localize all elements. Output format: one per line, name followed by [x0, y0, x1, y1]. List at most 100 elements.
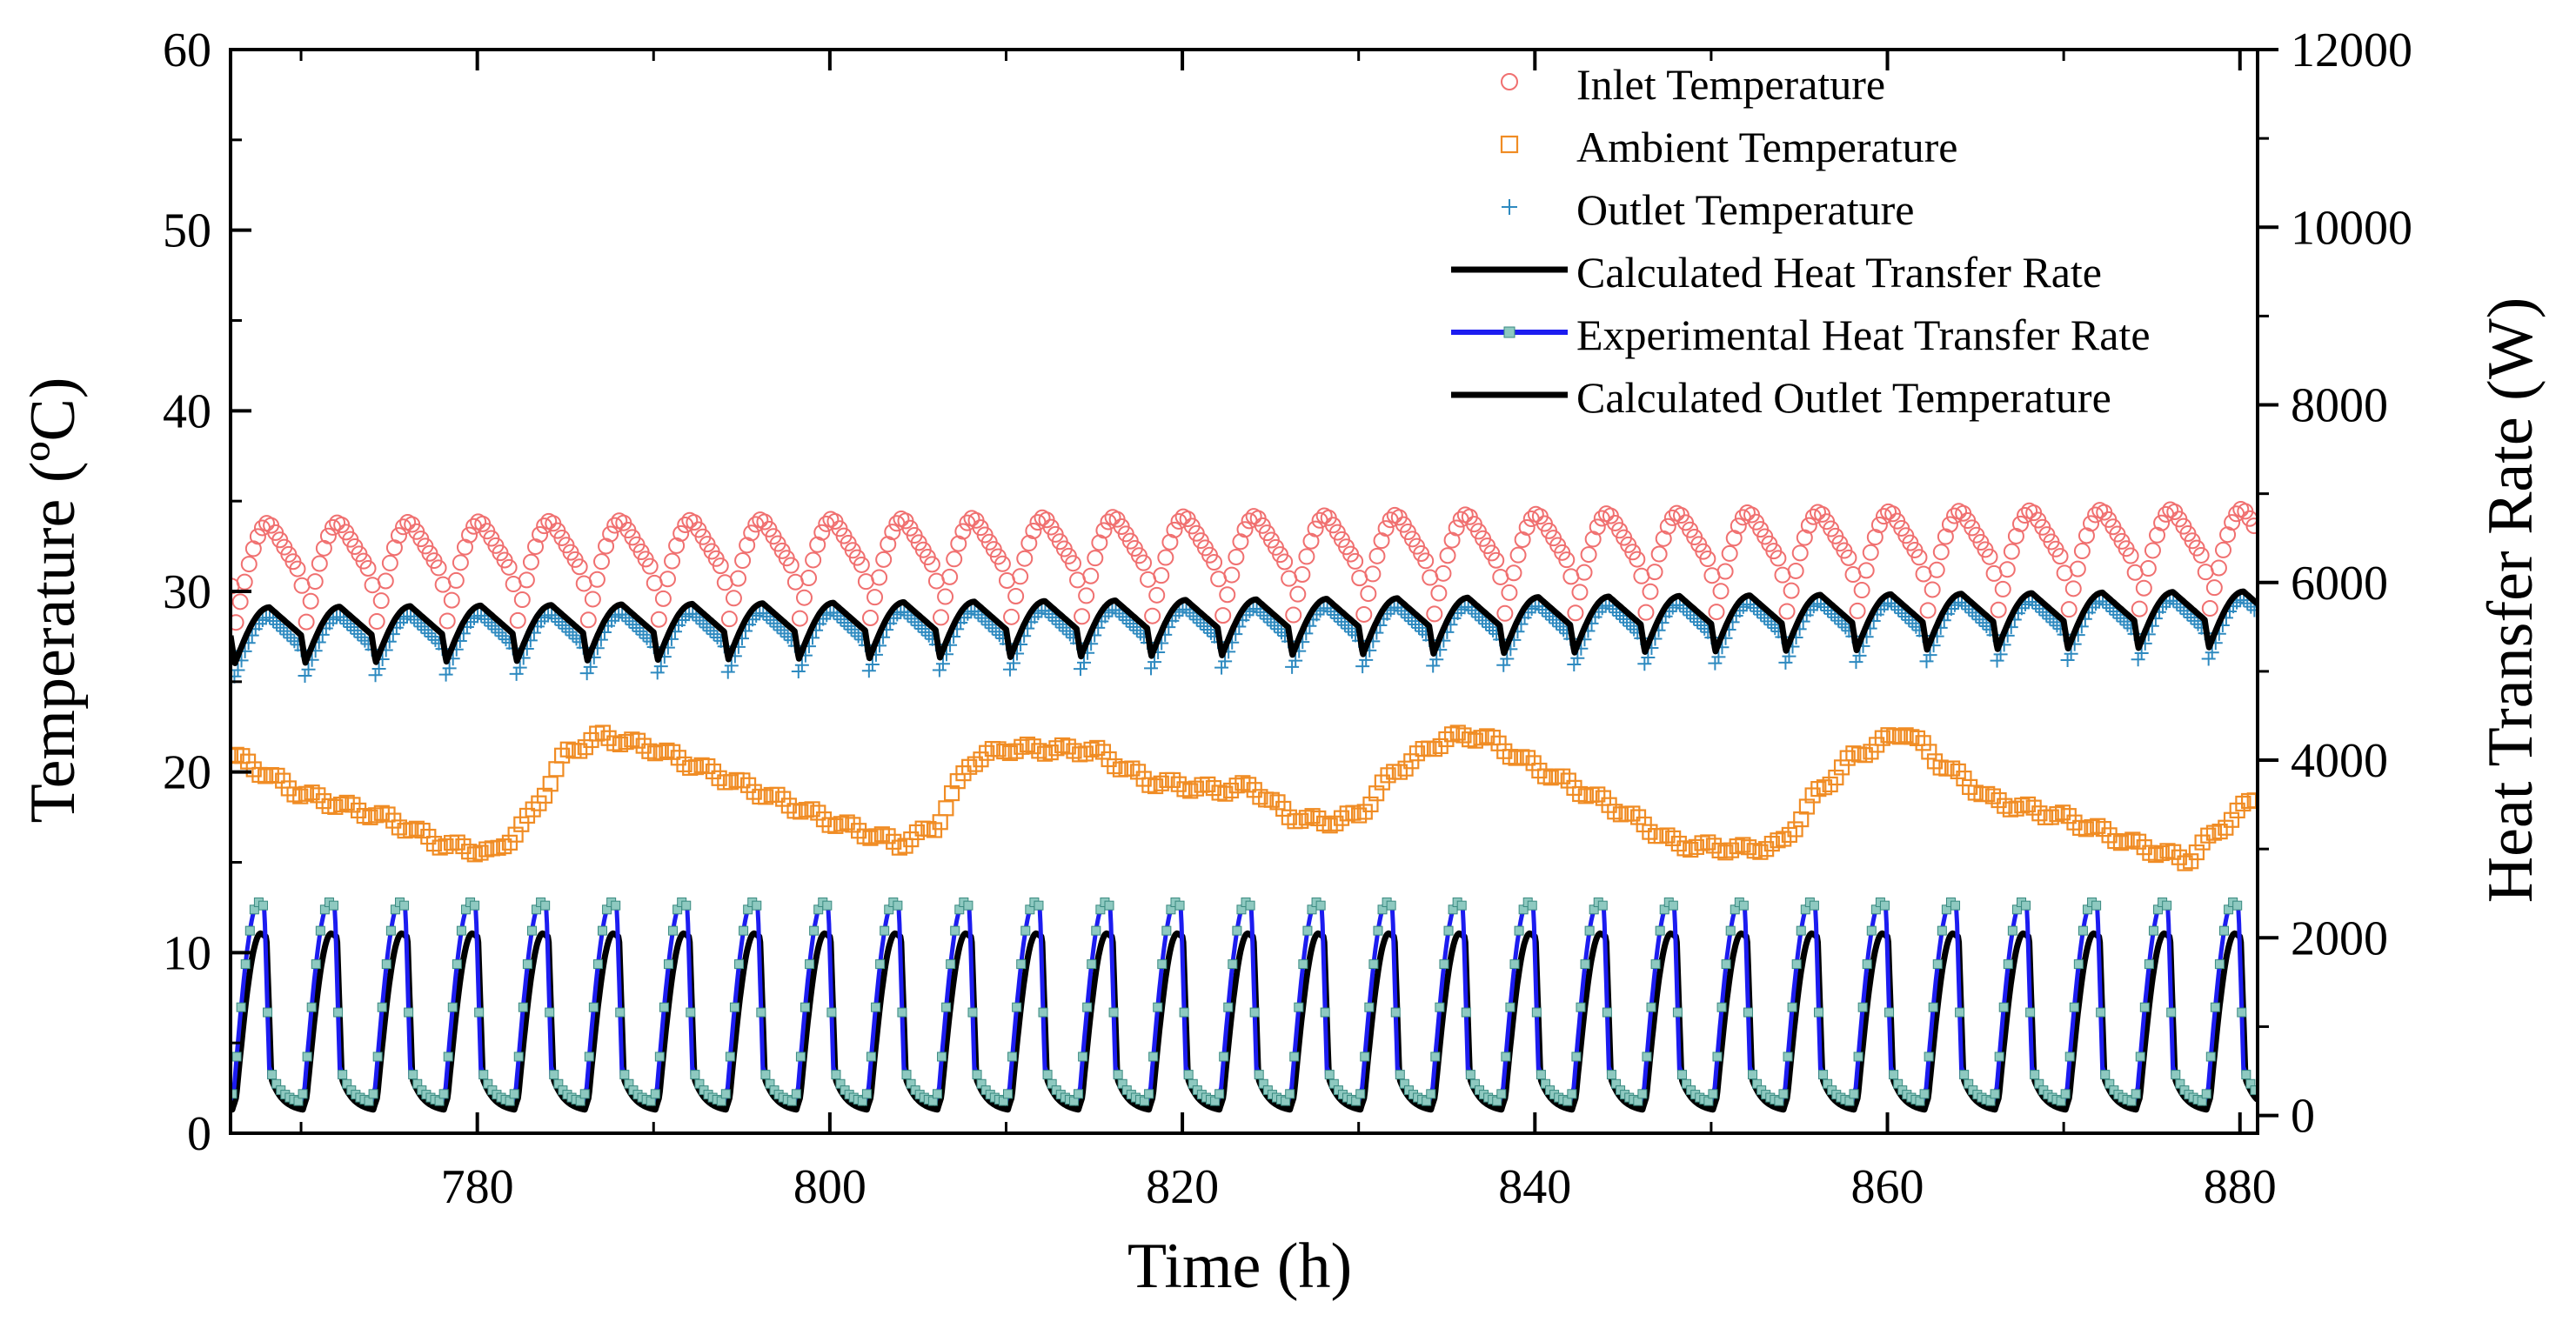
inlet-temperature-point	[2224, 514, 2241, 531]
experimental-heat-transfer-rate-point	[1778, 1089, 1789, 1099]
ambient-temperature-point	[1915, 735, 1931, 751]
legend-symbol-experimental-heat-transfer-rate	[1451, 326, 1568, 338]
ambient-temperature-point	[345, 797, 361, 813]
outlet-temperature-point	[333, 610, 348, 624]
ambient-temperature-point	[1141, 777, 1158, 793]
inlet-temperature-point	[1699, 551, 1716, 568]
experimental-heat-transfer-rate-point	[729, 1002, 739, 1012]
experimental-heat-transfer-rate-point	[333, 1007, 344, 1018]
series-ambient-temperature	[231, 724, 2258, 871]
inlet-temperature-point	[1007, 587, 1025, 604]
outlet-temperature-point	[1764, 617, 1779, 632]
experimental-heat-transfer-rate-point	[1716, 1002, 1727, 1012]
experimental-heat-transfer-rate-point	[381, 959, 391, 970]
x-axis-title: Time (h)	[1127, 1231, 1352, 1302]
outlet-temperature-point	[421, 626, 436, 641]
inlet-temperature-point	[1981, 548, 1998, 565]
outlet-temperature-point	[1612, 609, 1627, 624]
ambient-temperature-point	[425, 836, 443, 852]
ambient-temperature-point	[1054, 737, 1071, 754]
outlet-temperature-point	[411, 616, 425, 631]
ambient-temperature-point	[1048, 740, 1065, 757]
inlet-temperature-point	[1377, 520, 1395, 537]
legend-symbol-ambient-temperature	[1500, 135, 1519, 154]
outlet-temperature-point	[1112, 606, 1127, 621]
inlet-temperature-point	[1642, 583, 1659, 600]
inlet-temperature-point	[725, 590, 742, 607]
outlet-temperature-point	[1849, 655, 1863, 670]
outlet-temperature-point	[2244, 599, 2258, 614]
inlet-temperature-point	[1558, 551, 1576, 569]
outlet-temperature-point	[2184, 611, 2198, 625]
experimental-heat-transfer-rate-point	[1783, 1051, 1793, 1062]
ambient-temperature-point	[1752, 844, 1769, 860]
ambient-temperature-point	[2142, 844, 2158, 861]
experimental-heat-transfer-rate-point	[831, 1070, 841, 1080]
outlet-temperature-point	[1359, 652, 1374, 667]
outlet-temperature-point	[686, 606, 700, 621]
ambient-temperature-point	[292, 788, 309, 804]
experimental-heat-transfer-rate-point	[1368, 959, 1379, 970]
experimental-heat-transfer-rate-point	[311, 959, 321, 970]
inlet-temperature-point	[937, 588, 954, 605]
calculated-outlet-temperature-line	[231, 588, 2258, 666]
inlet-temperature-point	[1426, 605, 1443, 623]
y-right-tick-label: 8000	[2291, 379, 2388, 433]
ambient-temperature-point	[269, 767, 285, 784]
ambient-temperature-point	[513, 816, 530, 832]
outlet-temperature-point	[1471, 610, 1486, 624]
outlet-temperature-point	[2177, 604, 2191, 618]
experimental-heat-transfer-rate-point	[1113, 1070, 1123, 1080]
experimental-heat-transfer-rate-point	[258, 900, 268, 911]
outlet-temperature-point	[1891, 603, 1906, 617]
experimental-heat-transfer-rate-point	[2100, 1070, 2111, 1080]
experimental-heat-transfer-rate-point	[2148, 925, 2158, 936]
outlet-temperature-point	[1119, 613, 1134, 628]
inlet-temperature-point	[861, 609, 879, 626]
experimental-heat-transfer-rate-point	[659, 1002, 669, 1012]
ambient-temperature-point	[868, 828, 885, 844]
outlet-temperature-point	[632, 624, 647, 638]
outlet-temperature-point	[414, 619, 429, 634]
ambient-temperature-point	[1252, 789, 1268, 805]
outlet-temperature-point	[1687, 611, 1702, 626]
experimental-heat-transfer-rate-point	[1087, 959, 1097, 970]
ambient-temperature-point	[665, 744, 681, 760]
outlet-temperature-point	[1327, 608, 1342, 623]
outlet-temperature-point	[488, 622, 503, 637]
experimental-heat-transfer-rate-point	[1606, 1070, 1616, 1080]
outlet-temperature-point	[1898, 610, 1913, 624]
ambient-temperature-point	[1089, 739, 1106, 757]
outlet-temperature-point	[1214, 660, 1229, 675]
inlet-temperature-point	[319, 527, 337, 544]
ambient-temperature-point	[1473, 730, 1489, 746]
inlet-temperature-point	[2214, 541, 2231, 558]
ambient-temperature-point	[1176, 781, 1193, 798]
legend-plus-marker	[1502, 199, 1517, 215]
outlet-temperature-point	[1831, 613, 1846, 628]
experimental-heat-transfer-rate-point	[686, 1007, 696, 1018]
ambient-temperature-point	[1735, 837, 1751, 853]
inlet-temperature-point	[1435, 564, 1452, 582]
experimental-heat-transfer-rate-point	[1637, 1089, 1648, 1099]
experimental-heat-transfer-rate-point	[1818, 1070, 1829, 1080]
ambient-temperature-point	[711, 770, 727, 786]
ambient-temperature-point	[594, 724, 612, 741]
outlet-temperature-point	[900, 608, 915, 623]
outlet-temperature-point	[1976, 616, 1991, 631]
ambient-temperature-point	[886, 833, 902, 850]
y-left-tick-label: 60	[163, 23, 211, 77]
inlet-temperature-point	[654, 590, 672, 607]
experimental-heat-transfer-rate-point	[1091, 925, 1101, 936]
ambient-temperature-point	[1368, 785, 1385, 802]
ambient-temperature-point	[2165, 844, 2182, 860]
outlet-temperature-point	[689, 610, 704, 624]
outlet-temperature-point	[481, 615, 496, 630]
outlet-temperature-point	[1778, 655, 1793, 670]
inlet-temperature-point	[2073, 543, 2091, 560]
inlet-temperature-point	[1998, 561, 2016, 578]
y-right-tick-label: 10000	[2291, 201, 2412, 255]
inlet-temperature-point	[2144, 542, 2161, 559]
experimental-heat-transfer-rate-point	[1857, 1002, 1868, 1012]
outlet-temperature-point	[1073, 662, 1087, 677]
